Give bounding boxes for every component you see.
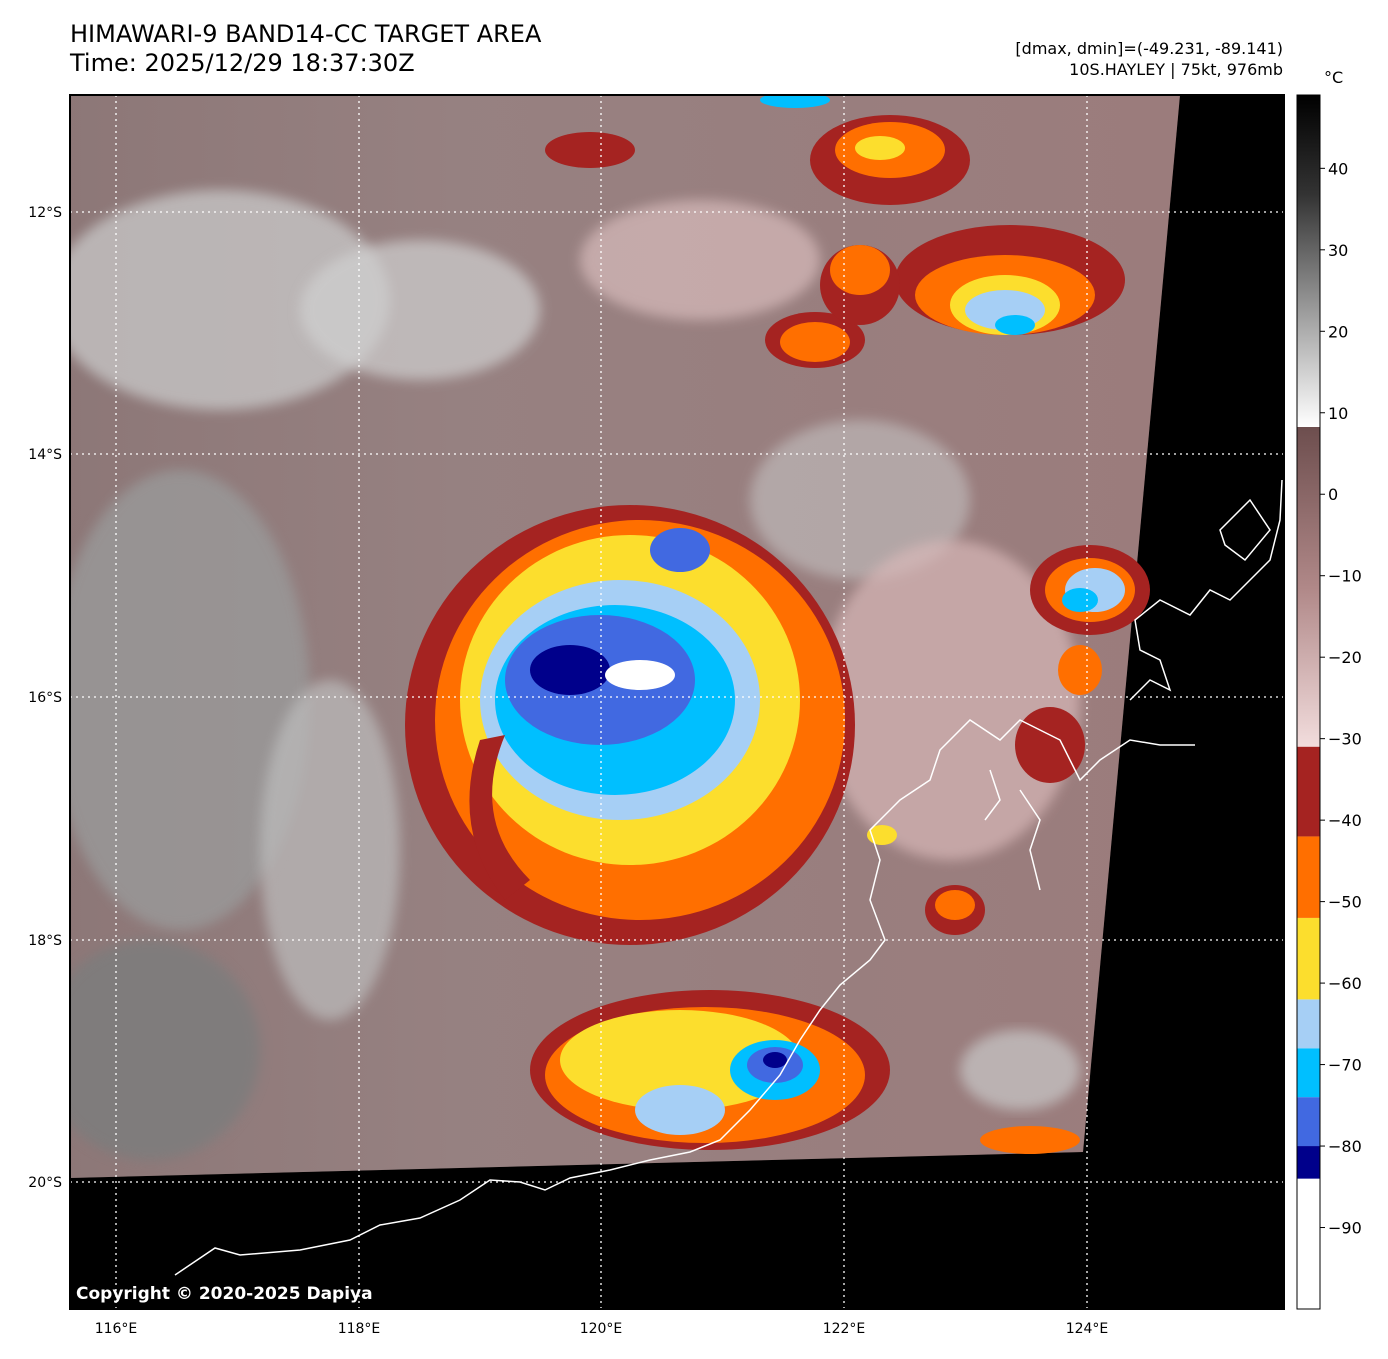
map-frame (69, 94, 1285, 1310)
colorbar-tick-label: −50 (1328, 893, 1362, 912)
colorbar-band (1297, 1146, 1320, 1179)
title-line-1: HIMAWARI-9 BAND14-CC TARGET AREA (70, 20, 542, 48)
colorbar-tick-label: 20 (1328, 322, 1348, 341)
colorbar-frame (1296, 94, 1321, 1310)
coastline (174, 479, 1283, 1276)
copyright-text: Copyright © 2020-2025 Dapiya (76, 1284, 373, 1304)
dmax-dmin-readout: [dmax, dmin]=(-49.231, -89.141) (1015, 39, 1283, 58)
colorbar-tick-label: −40 (1328, 811, 1362, 830)
colorbar-tick-label: −10 (1328, 567, 1362, 586)
colorbar-band (1297, 746, 1320, 837)
cyclone-hayley (405, 505, 855, 945)
lat-tick-14s: 14°S (28, 447, 62, 463)
map-title: HIMAWARI-9 BAND14-CC TARGET AREA Time: 2… (70, 20, 541, 78)
colorbar-tick-label: −60 (1328, 974, 1362, 993)
lon-tick-118e: 118°E (338, 1321, 381, 1337)
colorbar-tick-label: −80 (1328, 1137, 1362, 1156)
colorbar-tick-label: −20 (1328, 648, 1362, 667)
lat-tick-20s: 20°S (28, 1175, 62, 1191)
colorbar-tick-label: 0 (1328, 485, 1338, 504)
colorbar-tick-label: 30 (1328, 241, 1348, 260)
colorbar-band (1297, 1048, 1320, 1098)
colorbar-brown-segment (1297, 427, 1320, 749)
lon-axis: 116°E 118°E 120°E 122°E 124°E (95, 1321, 1109, 1337)
title-line-2: Time: 2025/12/29 18:37:30Z (70, 49, 415, 77)
map-area (70, 95, 1284, 1309)
colorbar-band (1297, 999, 1320, 1049)
colorbar-tick-label: −90 (1328, 1219, 1362, 1238)
storm-info: 10S.HAYLEY | 75kt, 976mb (1069, 60, 1283, 79)
lon-tick-116e: 116°E (95, 1321, 138, 1337)
lat-tick-12s: 12°S (28, 205, 62, 221)
lon-tick-120e: 120°E (580, 1321, 623, 1337)
colorbar-tick-label: −30 (1328, 730, 1362, 749)
colorbar-tick-label: 10 (1328, 404, 1348, 423)
lon-tick-124e: 124°E (1066, 1321, 1109, 1337)
lat-axis: 12°S 14°S 16°S 18°S 20°S (28, 205, 62, 1191)
colorbar-unit: °C (1324, 68, 1344, 87)
colorbar: 40 30 20 10 0 −10 −20 −30 −40 −50 −60 −70 −80 −90 (1296, 94, 1362, 1310)
colorbar-band (1297, 836, 1320, 918)
colorbar-band (1297, 1097, 1320, 1147)
storm-meta: [dmax, dmin]=(-49.231, -89.141) 10S.HAYL… (1015, 38, 1283, 80)
lat-tick-16s: 16°S (28, 690, 62, 706)
colorbar-tick-label: 40 (1328, 159, 1348, 178)
colorbar-gray-segment (1297, 95, 1320, 427)
graticule (70, 95, 1284, 1309)
colorbar-tick-label: −70 (1328, 1056, 1362, 1075)
colorbar-band (1297, 1178, 1320, 1309)
colorbar-band (1297, 917, 1320, 1000)
lon-tick-122e: 122°E (823, 1321, 866, 1337)
lat-tick-18s: 18°S (28, 933, 62, 949)
